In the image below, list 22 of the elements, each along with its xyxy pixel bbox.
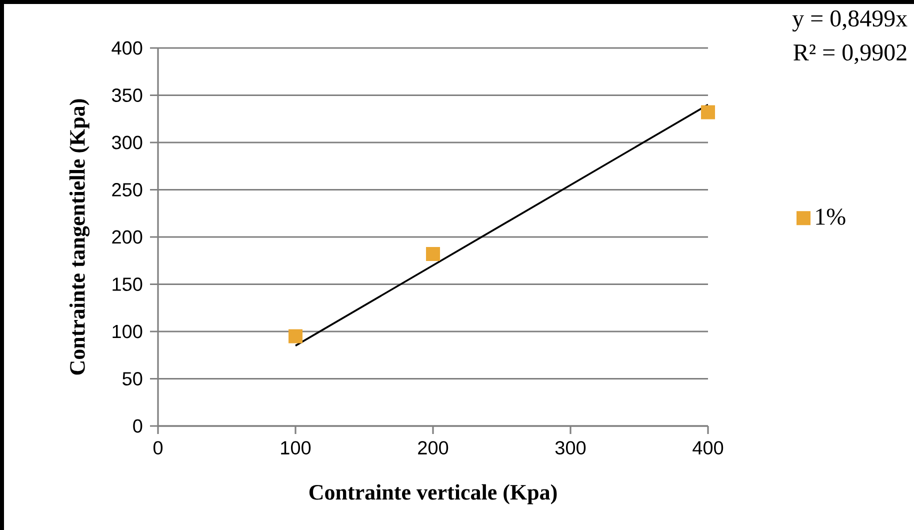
y-tick-label: 350 bbox=[112, 88, 142, 102]
x-tick-label: 400 bbox=[692, 441, 724, 455]
point bbox=[701, 105, 716, 120]
y-axis-title: Contrainte tangentielle (Kpa) bbox=[69, 99, 90, 375]
x-axis-title: Contrainte verticale (Kpa) bbox=[309, 484, 557, 504]
point bbox=[288, 329, 303, 344]
y-tick-label: 200 bbox=[112, 230, 142, 244]
y-tick-label: 300 bbox=[112, 136, 142, 150]
legend-label: 1% bbox=[816, 208, 846, 225]
x-tick-label: 0 bbox=[153, 441, 163, 455]
text: R² = 0,9902 bbox=[794, 44, 906, 64]
y-tick-label: 0 bbox=[133, 419, 142, 433]
x-tick-label: 100 bbox=[281, 441, 311, 455]
y-tick-label: 400 bbox=[112, 41, 142, 55]
x-tick-label: 300 bbox=[555, 441, 586, 455]
y-tick-label: 250 bbox=[112, 183, 142, 196]
text: y = 0,8499x bbox=[792, 10, 908, 32]
x-tick-label: 200 bbox=[418, 441, 448, 455]
y-tick-label: 50 bbox=[122, 372, 142, 386]
y-tick-label: 100 bbox=[112, 324, 142, 338]
y-tick-label: 150 bbox=[112, 278, 142, 291]
point bbox=[426, 247, 440, 262]
